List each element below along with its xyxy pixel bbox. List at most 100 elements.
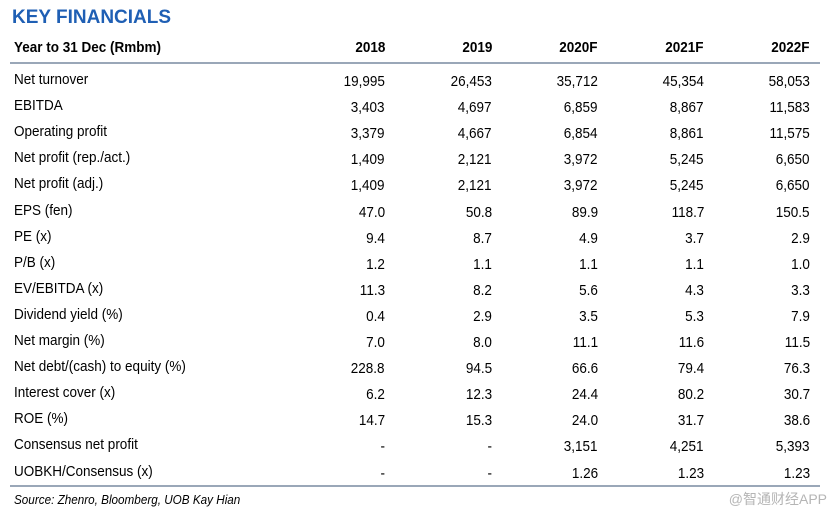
row-label: Interest cover (x) (14, 384, 116, 402)
cell: 1.1 (473, 255, 492, 273)
cell: 8,867 (670, 99, 704, 117)
cell: 11,583 (769, 99, 810, 117)
cell: 2,121 (458, 151, 492, 169)
cell: 8.0 (473, 334, 492, 351)
cell: 11.3 (359, 281, 385, 299)
cell: 8.7 (473, 229, 492, 247)
cell: 3.5 (579, 307, 598, 325)
cell: 3,151 (564, 438, 598, 456)
cell: 3,403 (351, 99, 385, 117)
row-label: UOBKH/Consensus (x) (14, 462, 153, 480)
cell: 7.9 (791, 307, 810, 325)
cell: 11.6 (678, 334, 704, 351)
cell: 1.26 (571, 464, 598, 482)
row-label: Net profit (adj.) (14, 175, 104, 193)
cell: 4.3 (685, 281, 704, 299)
title: KEY FINANCIALS (12, 7, 172, 28)
cell: 30.7 (783, 386, 810, 404)
cell: 24.4 (571, 386, 598, 404)
cell: 11.1 (572, 334, 598, 351)
cell: 8.2 (473, 281, 492, 299)
cell: 3,972 (564, 177, 598, 195)
cell: 3.3 (791, 281, 810, 299)
cell: 50.8 (465, 203, 492, 221)
cell: 45,354 (662, 73, 704, 90)
cell: 5.3 (685, 307, 704, 325)
cell: 24.0 (571, 412, 598, 430)
cell: 150.5 (776, 203, 810, 221)
cell: - (487, 464, 493, 482)
row-label: ROE (%) (14, 410, 68, 428)
cell: 118.7 (671, 203, 704, 221)
cell: 89.9 (571, 203, 598, 221)
cell: 1.23 (677, 464, 704, 482)
cell: 5,245 (670, 177, 704, 195)
cell: 35,712 (556, 73, 598, 90)
cell: 4,667 (458, 125, 492, 143)
column-header: 2020F (559, 39, 598, 56)
cell: 5.6 (579, 281, 598, 299)
cell: 14.7 (358, 412, 385, 430)
cell: 2,121 (458, 177, 492, 195)
cell: 6,650 (776, 177, 810, 195)
cell: 1.1 (685, 255, 704, 273)
column-header: 2021F (665, 39, 704, 56)
column-header: 2018 (354, 39, 385, 56)
cell: - (487, 438, 493, 456)
cell: 5,393 (776, 438, 810, 456)
cell: 38.6 (783, 412, 810, 430)
bottom-rule (10, 485, 820, 487)
cell: 66.6 (571, 360, 598, 378)
row-label: Dividend yield (%) (14, 305, 123, 323)
row-label: PE (x) (14, 227, 52, 245)
source: Source: Zhenro, Bloomberg, UOB Kay Hian (14, 492, 241, 507)
cell: 3.7 (685, 229, 704, 247)
cell: 58,053 (768, 73, 810, 90)
cell: 7.0 (366, 334, 385, 351)
cell: - (380, 438, 386, 456)
cell: 1.2 (366, 255, 385, 273)
cell: 8,861 (670, 125, 704, 143)
row-label: EPS (fen) (14, 201, 73, 219)
cell: 4,251 (670, 438, 704, 456)
cell: 1.23 (783, 464, 810, 482)
header-label: Year to 31 Dec (Rmbm) (14, 39, 162, 56)
cell: 11,575 (769, 125, 810, 143)
cell: 3,379 (351, 125, 385, 143)
cell: 6,650 (776, 151, 810, 169)
header-rule (10, 62, 820, 64)
cell: 31.7 (677, 412, 704, 430)
cell: 4,697 (458, 99, 492, 117)
cell: 94.5 (465, 360, 492, 378)
cell: 3,972 (564, 151, 598, 169)
row-label: EBITDA (14, 97, 63, 115)
cell: 11.5 (784, 334, 810, 351)
row-label: Net turnover (14, 71, 89, 88)
cell: 0.4 (366, 307, 385, 325)
cell: 26,453 (450, 73, 492, 90)
column-header: 2019 (461, 39, 492, 56)
cell: 80.2 (677, 386, 704, 404)
cell: 2.9 (791, 229, 810, 247)
cell: 2.9 (473, 307, 492, 325)
cell: 1,409 (351, 177, 385, 195)
column-header: 2022F (771, 39, 810, 56)
row-label: Net profit (rep./act.) (14, 149, 131, 167)
cell: 1,409 (351, 151, 385, 169)
cell: 228.8 (351, 360, 385, 378)
cell: 6,859 (564, 99, 598, 117)
cell: 5,245 (670, 151, 704, 169)
cell: - (380, 464, 386, 482)
row-label: Operating profit (14, 123, 108, 141)
cell: 1.1 (579, 255, 598, 273)
cell: 76.3 (783, 360, 810, 378)
cell: 79.4 (677, 360, 704, 378)
watermark: @智通财经APP (728, 491, 827, 507)
row-label: P/B (x) (14, 253, 56, 271)
cell: 15.3 (465, 412, 492, 430)
cell: 6,854 (564, 125, 598, 143)
cell: 19,995 (343, 73, 385, 90)
row-label: Net debt/(cash) to equity (%) (14, 358, 186, 376)
cell: 6.2 (366, 386, 385, 404)
